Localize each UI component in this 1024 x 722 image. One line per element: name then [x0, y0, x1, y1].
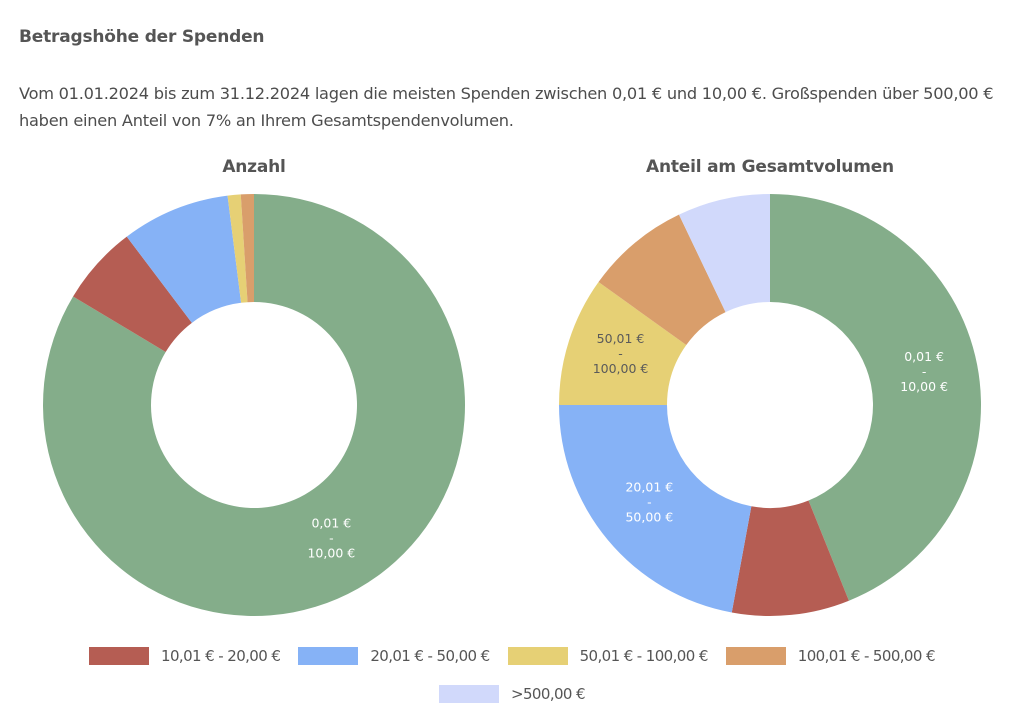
- legend-swatch: [298, 647, 359, 665]
- chart-title-count: Anzahl: [222, 157, 286, 177]
- section-heading: Betragshöhe der Spenden: [19, 27, 265, 47]
- legend-item-c3[interactable]: 20,01 € - 50,00 €: [298, 647, 490, 665]
- donut-chart-count: 0,01 €-10,00 €: [42, 194, 466, 616]
- legend-label: 10,01 € - 20,00 €: [161, 647, 281, 665]
- slice-label: 0,01 €: [904, 349, 944, 364]
- donut-slice-c5[interactable]: [598, 214, 726, 345]
- donut-slice-c4[interactable]: [559, 282, 687, 405]
- donut-slice-c5[interactable]: [240, 194, 254, 303]
- legend-swatch: [439, 685, 500, 703]
- legend-label: 20,01 € - 50,00 €: [370, 647, 490, 665]
- legend: 10,01 € - 20,00 € 20,01 € - 50,00 € 50,01 …: [0, 642, 1024, 718]
- legend-swatch: [725, 647, 786, 665]
- donut-slice-c3[interactable]: [126, 195, 242, 323]
- donut-slice-c2[interactable]: [73, 236, 192, 353]
- chart-title-volume: Anteil am Gesamtvolumen: [646, 157, 894, 177]
- legend-row: 10,01 € - 20,00 € 20,01 € - 50,00 € 50,01 …: [0, 642, 1024, 670]
- legend-label: 50,01 € - 100,00 €: [579, 647, 709, 665]
- slice-label: 100,00 €: [593, 361, 649, 376]
- slice-label: 10,00 €: [900, 379, 948, 394]
- donut-slice-c6[interactable]: [678, 194, 770, 313]
- slice-label: -: [618, 346, 623, 361]
- legend-row: >500,00 €: [0, 680, 1024, 708]
- legend-item-c6[interactable]: >500,00 €: [439, 685, 586, 703]
- legend-item-c2[interactable]: 10,01 € - 20,00 €: [89, 647, 281, 665]
- slice-label: -: [647, 494, 652, 509]
- legend-item-c5[interactable]: 100,01 € - 500,00 €: [725, 647, 936, 665]
- donut-chart-volume: 0,01 €-10,00 €20,01 €-50,00 €50,01 €-100…: [559, 194, 981, 616]
- donut-charts: 0,01 €-10,00 € 0,01 €-10,00 €20,01 €-50,…: [42, 194, 981, 616]
- slice-label: 0,01 €: [311, 516, 351, 531]
- donut-slice-c3[interactable]: [559, 405, 752, 613]
- slice-label: 20,01 €: [625, 479, 673, 494]
- legend-label: >500,00 €: [511, 685, 586, 703]
- donut-slice-c2[interactable]: [731, 500, 849, 616]
- legend-item-c4[interactable]: 50,01 € - 100,00 €: [507, 647, 709, 665]
- slice-label: -: [922, 364, 927, 379]
- slice-label: 50,00 €: [625, 509, 673, 524]
- legend-swatch: [89, 647, 150, 665]
- summary-text: Vom 01.01.2024 bis zum 31.12.2024 lagen …: [19, 84, 994, 130]
- slice-label: 50,01 €: [597, 331, 645, 346]
- legend-swatch: [507, 647, 568, 665]
- slice-label: -: [329, 531, 334, 546]
- legend-label: 100,01 € - 500,00 €: [797, 647, 936, 665]
- slice-label: 10,00 €: [307, 546, 355, 561]
- donut-slice-c1[interactable]: [42, 194, 466, 616]
- donut-slice-c1[interactable]: [770, 194, 981, 601]
- donut-slice-c4[interactable]: [227, 194, 248, 303]
